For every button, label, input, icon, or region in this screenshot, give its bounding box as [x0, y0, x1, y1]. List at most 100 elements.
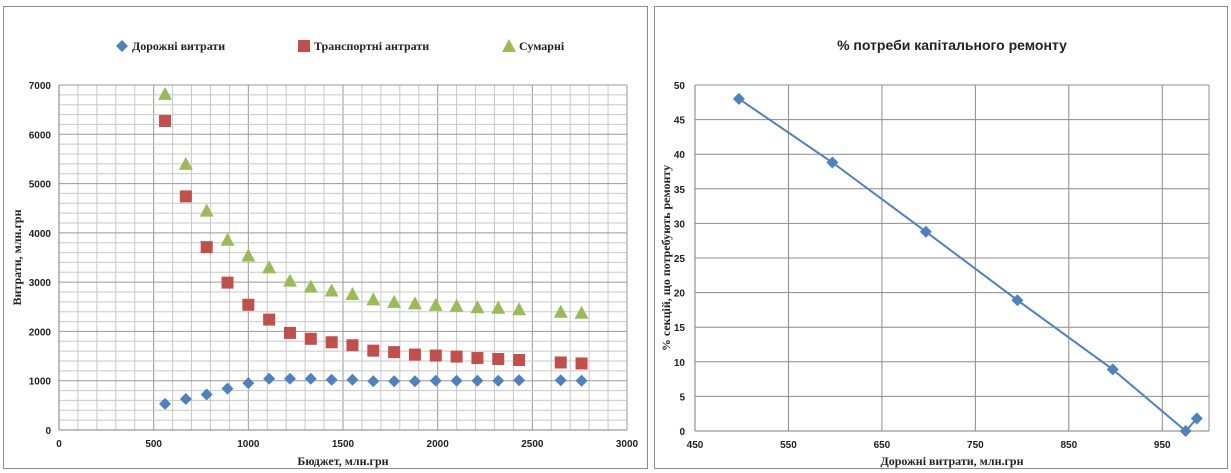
y-tick-label: 10: [674, 358, 686, 369]
x-tick-label: 450: [687, 440, 704, 451]
data-point: [221, 382, 234, 395]
data-point: [826, 156, 839, 169]
data-point: [428, 297, 443, 311]
data-point: [283, 326, 296, 339]
data-point: [179, 392, 192, 405]
data-point: [388, 346, 401, 359]
y-tick-label: 2000: [29, 327, 52, 338]
data-point: [283, 372, 296, 385]
y-tick-label: 45: [674, 116, 686, 127]
x-tick-label: 2500: [521, 439, 544, 450]
data-point: [303, 279, 318, 293]
repair-need-chart-panel: % потреби капітального ремонту 450 550 650 7…: [654, 6, 1228, 469]
data-point: [199, 203, 214, 217]
data-point: [919, 225, 932, 238]
data-point: [407, 296, 422, 310]
y-tick-label: 35: [674, 185, 686, 196]
data-point: [732, 92, 745, 105]
y-tick-label: 25: [674, 254, 686, 265]
legend-marker-diamond: [116, 40, 128, 52]
data-point: [367, 344, 380, 357]
x-tick-label: 500: [145, 439, 162, 450]
data-point: [325, 336, 338, 349]
data-point: [159, 114, 172, 127]
data-point: [158, 86, 173, 100]
x-tick-label: 2000: [427, 439, 450, 450]
series-points: [732, 92, 1203, 437]
data-point: [429, 374, 442, 387]
x-tick-label: 0: [56, 439, 62, 450]
x-tick-label: 3000: [616, 439, 639, 450]
y-tick-label: 50: [674, 81, 686, 92]
y-tick-label: 0: [45, 426, 51, 437]
data-point: [450, 374, 463, 387]
data-point: [450, 350, 463, 363]
series-diamond: [159, 372, 588, 410]
data-point: [554, 356, 567, 369]
data-point: [574, 305, 589, 319]
data-point: [1190, 412, 1203, 425]
data-point: [346, 339, 359, 352]
data-point: [282, 273, 297, 287]
y-tick-label: 20: [674, 289, 686, 300]
data-point: [367, 375, 380, 388]
x-tick-label: 950: [1154, 440, 1171, 451]
plot-grid: [694, 84, 1210, 432]
x-axis-title: Дорожні витрати, млн.грн: [880, 454, 1023, 468]
data-point: [1179, 425, 1192, 437]
data-point: [220, 232, 235, 246]
data-point: [1011, 294, 1024, 307]
data-point: [325, 373, 338, 386]
plot-grid: [58, 84, 628, 431]
data-point: [324, 283, 339, 297]
legend-marker-triangle: [502, 39, 516, 52]
data-point: [554, 374, 567, 387]
data-point: [471, 374, 484, 387]
data-point: [513, 374, 526, 387]
y-tick-label: 6000: [29, 130, 52, 141]
x-tick-label: 850: [1060, 440, 1077, 451]
data-point: [346, 373, 359, 386]
budget-expenses-chart: 0 500 1000 1500 2000 2500 3000 0 1000 2000 3000 400…: [10, 39, 639, 468]
data-point: [491, 300, 506, 314]
data-point: [242, 298, 255, 311]
x-tick-label: 550: [780, 440, 797, 451]
data-point: [575, 374, 588, 387]
legend: Дорожні витрати Транспортні антрати Сумарн…: [116, 39, 565, 53]
x-tick-label: 650: [874, 440, 891, 451]
y-tick-label: 5000: [29, 180, 52, 191]
data-point: [200, 388, 213, 401]
data-point: [200, 241, 213, 254]
data-point: [512, 302, 527, 316]
x-tick-label: 1000: [237, 439, 260, 450]
y-tick-label: 30: [674, 219, 686, 230]
legend-label: Дорожні витрати: [132, 39, 225, 53]
data-point: [1106, 363, 1119, 376]
data-point: [366, 292, 381, 306]
y-tick-label: 4000: [29, 229, 52, 240]
data-point: [221, 276, 234, 289]
series-square: [159, 114, 588, 370]
data-point: [408, 375, 421, 388]
data-point: [263, 372, 276, 385]
legend-label: Транспортні антрати: [314, 39, 429, 53]
x-axis-title: Бюджет, млн.грн: [297, 454, 388, 468]
y-axis-title: Витрати, млн.грн: [10, 209, 24, 305]
y-tick-label: 0: [679, 427, 685, 438]
data-point: [492, 353, 505, 366]
y-axis-title: % секцій, що потребують ремонту: [659, 165, 673, 351]
data-point: [513, 354, 526, 367]
data-point: [387, 294, 402, 308]
data-point: [178, 156, 193, 170]
data-point: [449, 298, 464, 312]
data-point: [408, 348, 421, 361]
data-point: [179, 190, 192, 203]
budget-expenses-chart-panel: 0 500 1000 1500 2000 2500 3000 0 1000 2000 3000 400…: [3, 6, 648, 469]
y-tick-label: 3000: [29, 278, 52, 289]
x-tick-label: 750: [967, 440, 984, 451]
data-point: [345, 286, 360, 300]
series-triangle: [158, 86, 589, 319]
data-point: [388, 375, 401, 388]
x-tick-label: 1500: [332, 439, 355, 450]
